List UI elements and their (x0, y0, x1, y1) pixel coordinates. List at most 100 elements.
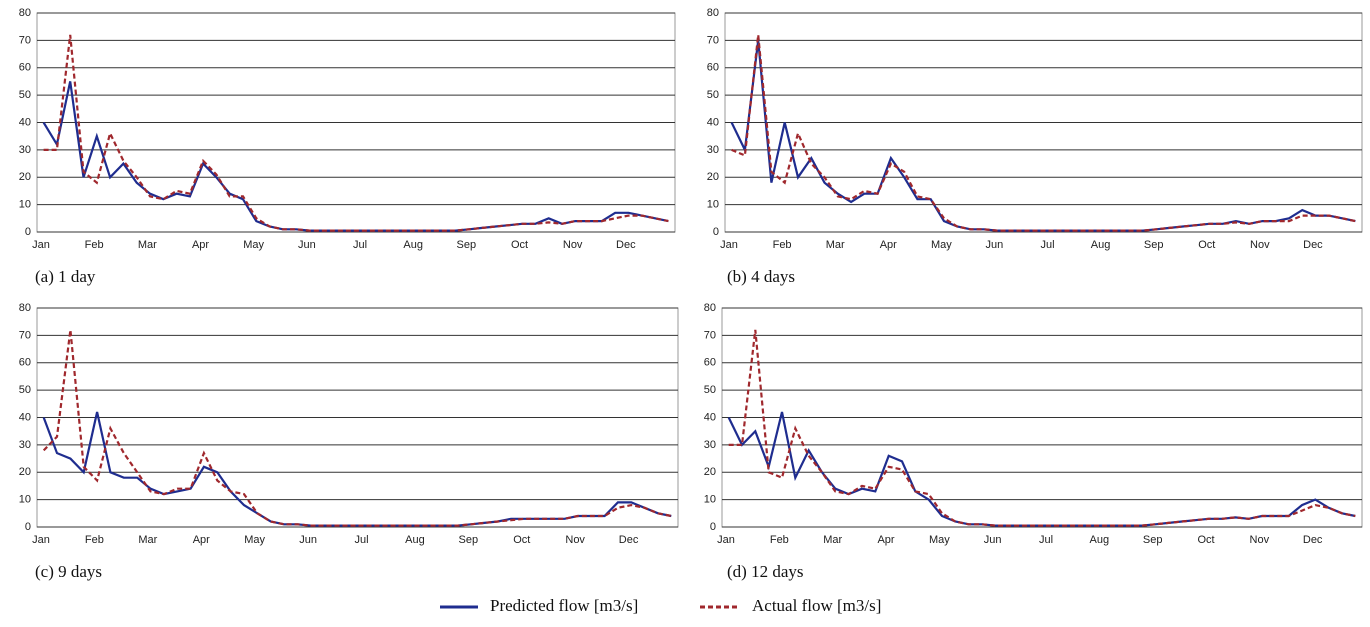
y-tick-label: 30 (704, 439, 716, 451)
x-tick-label: Feb (770, 534, 789, 546)
x-tick-label: Jan (717, 534, 735, 546)
x-tick-label: Jul (353, 239, 367, 251)
series-line (42, 411, 672, 527)
x-tick-label: Sep (1143, 534, 1163, 546)
x-tick-label: Dec (619, 534, 639, 546)
x-tick-label: Mar (138, 239, 157, 251)
x-tick-label: Jan (32, 239, 50, 251)
y-tick-label: 20 (19, 466, 31, 478)
x-tick-label: Oct (1198, 239, 1215, 251)
y-tick-label: 50 (704, 384, 716, 396)
x-tick-label: Jul (1040, 239, 1054, 251)
y-tick-label: 80 (19, 7, 31, 19)
x-tick-label: Nov (563, 239, 583, 251)
x-tick-label: Jun (299, 534, 317, 546)
y-tick-label: 40 (19, 411, 31, 423)
x-tick-label: Aug (1091, 239, 1111, 251)
x-tick-label: Sep (459, 534, 479, 546)
panel-caption: (c) 9 days (35, 562, 102, 581)
y-tick-label: 80 (19, 302, 31, 314)
series-line (727, 411, 1356, 527)
x-tick-label: Oct (513, 534, 530, 546)
y-tick-label: 0 (713, 226, 719, 238)
y-tick-label: 20 (707, 171, 719, 183)
x-tick-label: Jun (298, 239, 316, 251)
y-tick-label: 20 (704, 466, 716, 478)
y-tick-label: 20 (19, 171, 31, 183)
x-tick-label: Jun (984, 534, 1002, 546)
y-tick-label: 50 (19, 384, 31, 396)
y-tick-label: 0 (25, 521, 31, 533)
x-tick-label: Nov (1250, 239, 1270, 251)
y-tick-label: 60 (704, 357, 716, 369)
y-tick-label: 10 (19, 199, 31, 211)
x-tick-label: May (929, 534, 950, 546)
y-tick-label: 70 (704, 329, 716, 341)
x-tick-label: Mar (823, 534, 842, 546)
y-tick-label: 10 (707, 199, 719, 211)
x-tick-label: Oct (511, 239, 528, 251)
y-tick-label: 30 (19, 439, 31, 451)
x-tick-label: Aug (403, 239, 423, 251)
x-tick-label: Mar (826, 239, 845, 251)
y-tick-label: 40 (704, 411, 716, 423)
x-tick-label: Dec (1303, 239, 1323, 251)
x-tick-label: Sep (457, 239, 477, 251)
x-tick-label: Dec (1303, 534, 1323, 546)
series-line (42, 329, 672, 527)
x-tick-label: Aug (405, 534, 425, 546)
y-tick-label: 80 (704, 302, 716, 314)
x-tick-label: Dec (616, 239, 636, 251)
series-line (42, 81, 669, 232)
y-tick-label: 40 (19, 116, 31, 128)
y-tick-label: 60 (19, 62, 31, 74)
x-tick-label: Nov (1250, 534, 1270, 546)
panel-caption: (a) 1 day (35, 267, 96, 286)
x-tick-label: Jan (720, 239, 738, 251)
y-tick-label: 60 (19, 357, 31, 369)
y-tick-label: 10 (19, 494, 31, 506)
y-tick-label: 30 (707, 144, 719, 156)
y-tick-label: 60 (707, 62, 719, 74)
x-tick-label: Jul (354, 534, 368, 546)
series-line (731, 34, 1356, 232)
x-tick-label: Feb (85, 534, 104, 546)
series-line (730, 40, 1356, 232)
y-tick-label: 50 (19, 89, 31, 101)
x-tick-label: Mar (138, 534, 157, 546)
x-tick-label: Jan (32, 534, 50, 546)
x-tick-label: Aug (1090, 534, 1110, 546)
series-line (43, 34, 669, 232)
x-tick-label: May (243, 239, 264, 251)
x-tick-label: Apr (880, 239, 897, 251)
legend: Predicted flow [m3/s] Actual flow [m3/s] (440, 596, 881, 615)
panel-caption: (b) 4 days (727, 267, 795, 286)
x-tick-label: Apr (877, 534, 894, 546)
x-tick-label: Sep (1144, 239, 1164, 251)
legend-label: Predicted flow [m3/s] (490, 596, 638, 615)
x-tick-label: Oct (1197, 534, 1214, 546)
y-tick-label: 70 (19, 329, 31, 341)
x-tick-label: May (244, 534, 265, 546)
legend-label: Actual flow [m3/s] (752, 596, 881, 615)
y-tick-label: 80 (707, 7, 719, 19)
x-tick-label: Feb (85, 239, 104, 251)
y-tick-label: 70 (707, 34, 719, 46)
x-tick-label: Apr (192, 239, 209, 251)
y-tick-label: 70 (19, 34, 31, 46)
x-tick-label: May (931, 239, 952, 251)
y-tick-label: 0 (25, 226, 31, 238)
x-tick-label: Jul (1039, 534, 1053, 546)
series-line (728, 329, 1356, 527)
y-tick-label: 40 (707, 116, 719, 128)
y-tick-label: 30 (19, 144, 31, 156)
y-tick-label: 0 (710, 521, 716, 533)
y-tick-label: 10 (704, 494, 716, 506)
y-tick-label: 50 (707, 89, 719, 101)
x-tick-label: Feb (773, 239, 792, 251)
x-tick-label: Nov (565, 534, 585, 546)
x-tick-label: Jun (986, 239, 1004, 251)
x-tick-label: Apr (193, 534, 210, 546)
panel-caption: (d) 12 days (727, 562, 803, 581)
